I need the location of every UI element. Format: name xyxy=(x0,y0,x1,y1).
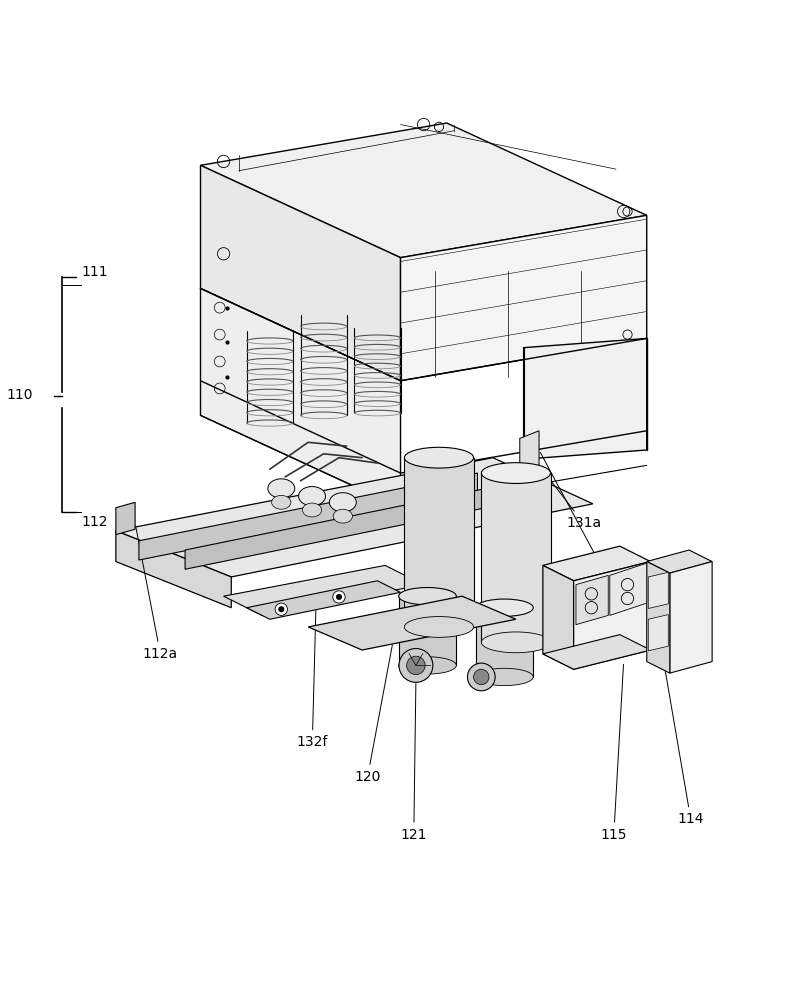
Polygon shape xyxy=(116,531,231,608)
Circle shape xyxy=(336,595,341,599)
Text: 121: 121 xyxy=(400,684,427,842)
Circle shape xyxy=(407,656,426,675)
Ellipse shape xyxy=(272,495,291,509)
Text: 132f: 132f xyxy=(296,610,328,749)
Text: 115: 115 xyxy=(600,664,627,842)
Text: 131b: 131b xyxy=(541,452,621,576)
Polygon shape xyxy=(649,615,668,651)
Polygon shape xyxy=(116,502,135,535)
Polygon shape xyxy=(647,562,670,673)
Circle shape xyxy=(333,591,345,603)
Ellipse shape xyxy=(333,509,352,523)
Ellipse shape xyxy=(399,657,456,674)
Polygon shape xyxy=(543,635,651,669)
Polygon shape xyxy=(185,481,524,569)
Text: 111: 111 xyxy=(81,265,108,279)
Polygon shape xyxy=(543,546,651,581)
Circle shape xyxy=(275,603,288,615)
FancyBboxPatch shape xyxy=(404,458,474,627)
Polygon shape xyxy=(400,215,647,381)
Polygon shape xyxy=(524,338,647,459)
FancyBboxPatch shape xyxy=(475,608,533,677)
Polygon shape xyxy=(649,572,668,608)
FancyBboxPatch shape xyxy=(399,596,456,665)
Ellipse shape xyxy=(404,617,474,637)
Polygon shape xyxy=(574,562,651,669)
Polygon shape xyxy=(224,565,424,615)
Circle shape xyxy=(474,669,489,685)
Polygon shape xyxy=(543,565,574,669)
Polygon shape xyxy=(520,431,539,477)
Polygon shape xyxy=(247,581,400,619)
Ellipse shape xyxy=(475,668,533,686)
Text: 110: 110 xyxy=(6,388,33,402)
Circle shape xyxy=(279,607,284,612)
Polygon shape xyxy=(200,123,647,258)
Text: 114: 114 xyxy=(655,610,704,826)
Polygon shape xyxy=(200,165,400,381)
Polygon shape xyxy=(647,550,712,573)
Ellipse shape xyxy=(299,487,325,506)
Text: 112: 112 xyxy=(81,515,108,529)
Ellipse shape xyxy=(268,479,295,498)
Polygon shape xyxy=(308,596,516,650)
Ellipse shape xyxy=(481,632,551,653)
Ellipse shape xyxy=(481,463,551,483)
Circle shape xyxy=(467,663,495,691)
Polygon shape xyxy=(139,473,478,560)
Text: 120: 120 xyxy=(355,645,392,784)
Ellipse shape xyxy=(475,599,533,616)
Ellipse shape xyxy=(329,493,356,512)
Polygon shape xyxy=(670,562,712,673)
Text: 131: 131 xyxy=(510,548,597,630)
Ellipse shape xyxy=(399,588,456,605)
Ellipse shape xyxy=(404,447,474,468)
Circle shape xyxy=(399,648,433,682)
Text: 131a: 131a xyxy=(541,468,601,530)
Polygon shape xyxy=(200,288,400,508)
Polygon shape xyxy=(576,575,608,625)
Polygon shape xyxy=(116,458,593,577)
Polygon shape xyxy=(610,563,647,615)
Ellipse shape xyxy=(303,503,322,517)
Text: 112a: 112a xyxy=(136,526,178,661)
FancyBboxPatch shape xyxy=(481,473,551,642)
